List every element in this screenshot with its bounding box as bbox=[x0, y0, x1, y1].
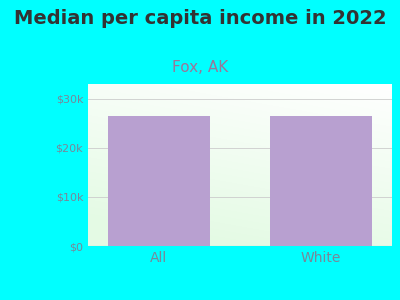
Text: Median per capita income in 2022: Median per capita income in 2022 bbox=[14, 9, 386, 28]
Bar bbox=[108, 116, 210, 246]
Text: Fox, AK: Fox, AK bbox=[172, 60, 228, 75]
Bar bbox=[270, 116, 372, 246]
